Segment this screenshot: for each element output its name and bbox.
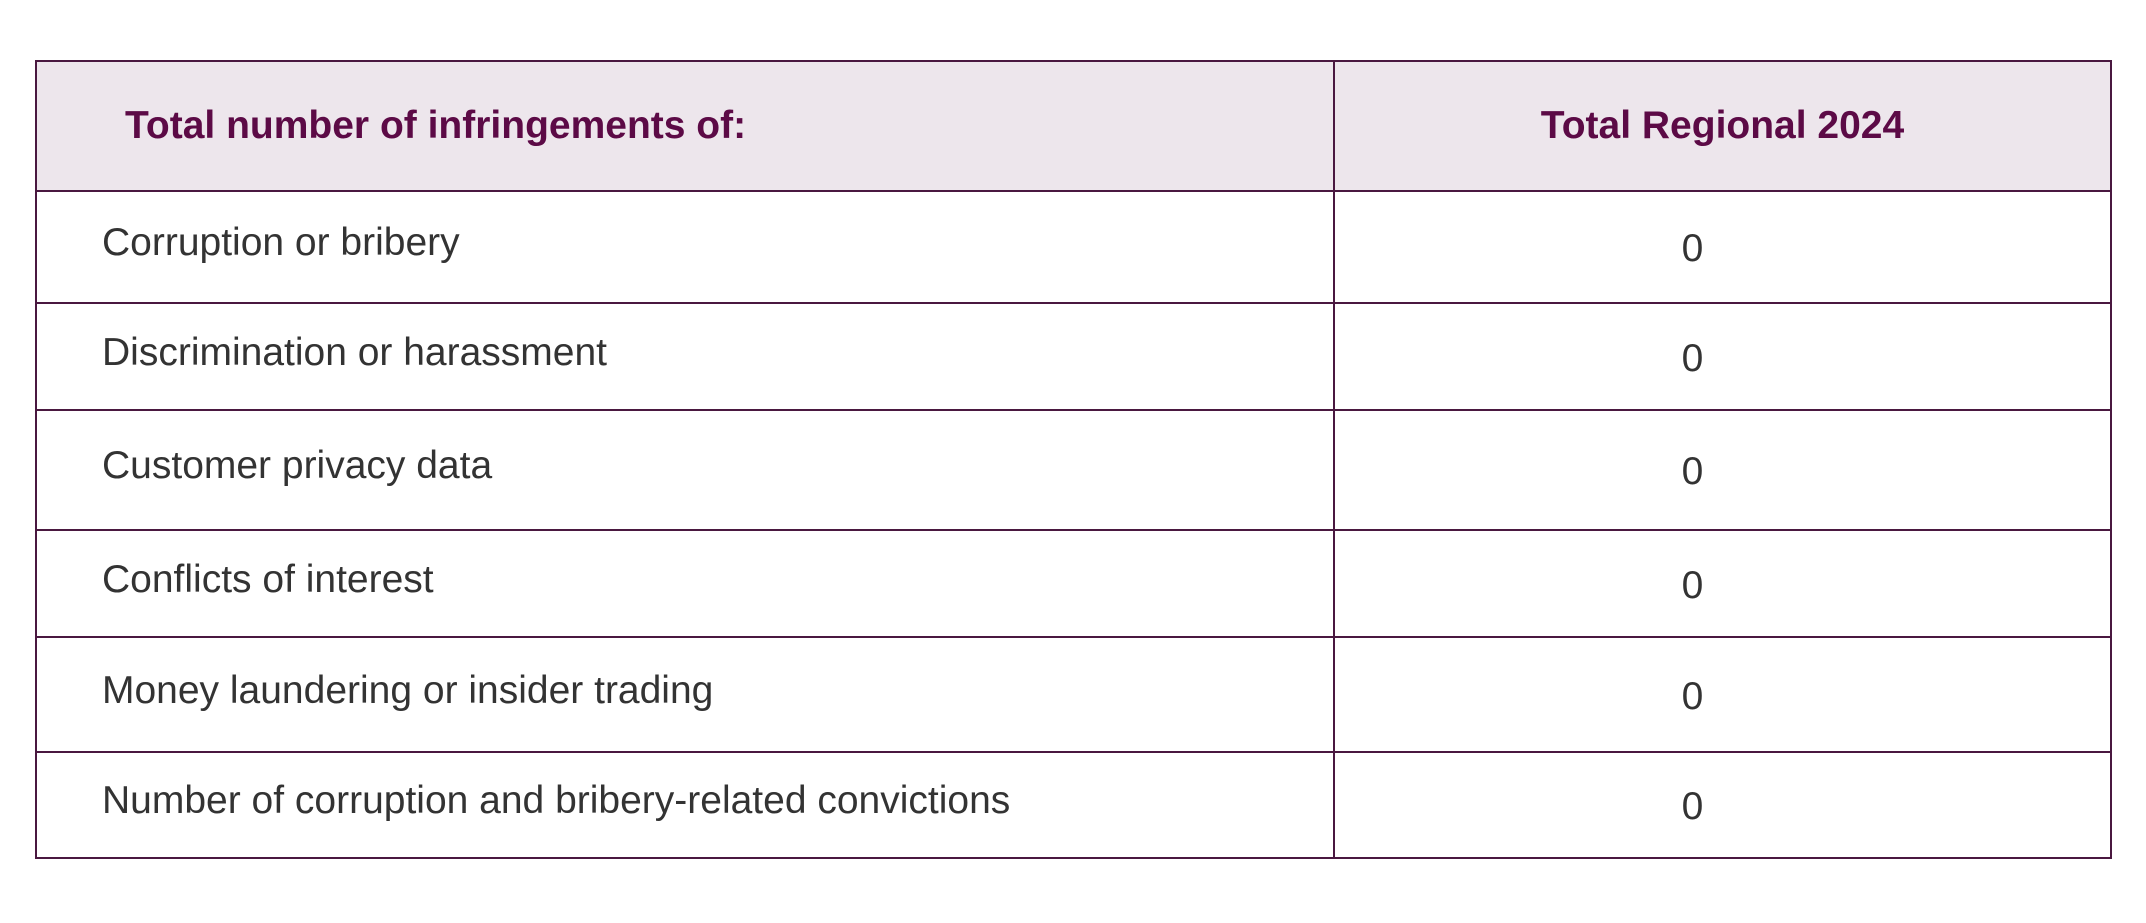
row-value-cell: 0 xyxy=(1333,529,2112,638)
row-value: 0 xyxy=(1681,674,1704,718)
table-row: Conflicts of interest 0 xyxy=(35,529,2112,638)
row-value-cell: 0 xyxy=(1333,190,2112,304)
row-value: 0 xyxy=(1681,450,1704,493)
table-row: Number of corruption and bribery-related… xyxy=(35,751,2112,859)
table-row: Money laundering or insider trading 0 xyxy=(35,636,2112,753)
row-label: Corruption or bribery xyxy=(102,221,460,264)
row-value: 0 xyxy=(1681,336,1704,380)
infringements-table: Total number of infringements of: Total … xyxy=(35,60,2112,859)
table-header-row: Total number of infringements of: Total … xyxy=(35,60,2112,192)
row-label: Discrimination or harassment xyxy=(102,330,608,374)
row-value-cell: 0 xyxy=(1333,751,2112,859)
row-label-cell: Customer privacy data xyxy=(35,409,1335,531)
row-value: 0 xyxy=(1681,785,1704,828)
row-label-cell: Money laundering or insider trading xyxy=(35,636,1335,753)
row-value: 0 xyxy=(1681,563,1704,607)
row-value-cell: 0 xyxy=(1333,636,2112,753)
row-value-cell: 0 xyxy=(1333,409,2112,531)
table-row: Discrimination or harassment 0 xyxy=(35,302,2112,411)
row-label-cell: Corruption or bribery xyxy=(35,190,1335,304)
row-label: Customer privacy data xyxy=(102,444,493,487)
row-label-cell: Conflicts of interest xyxy=(35,529,1335,638)
row-value: 0 xyxy=(1681,227,1704,270)
column-header-total-regional-2024: Total Regional 2024 xyxy=(1333,60,2112,192)
row-label: Number of corruption and bribery-related… xyxy=(102,779,1011,822)
table-row: Corruption or bribery 0 xyxy=(35,190,2112,304)
table-row: Customer privacy data 0 xyxy=(35,409,2112,531)
column-header-infringement-type: Total number of infringements of: xyxy=(35,60,1335,192)
row-value-cell: 0 xyxy=(1333,302,2112,411)
row-label: Conflicts of interest xyxy=(102,557,434,601)
row-label-cell: Discrimination or harassment xyxy=(35,302,1335,411)
row-label: Money laundering or insider trading xyxy=(102,668,714,712)
row-label-cell: Number of corruption and bribery-related… xyxy=(35,751,1335,859)
